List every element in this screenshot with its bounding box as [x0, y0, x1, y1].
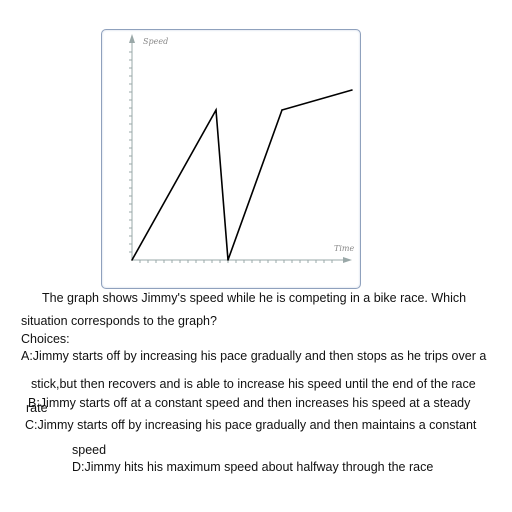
choices-label: Choices: — [21, 332, 70, 346]
choice-a-line-2: stick,but then recovers and is able to i… — [31, 377, 476, 391]
chart-frame — [101, 29, 361, 289]
series-point — [215, 109, 217, 111]
series-point — [227, 259, 229, 261]
question-line-2: situation corresponds to the graph? — [21, 314, 217, 328]
question-line-1: The graph shows Jimmy's speed while he i… — [42, 291, 467, 305]
series-point — [281, 109, 283, 111]
choice-d: D:Jimmy hits his maximum speed about hal… — [72, 460, 434, 474]
y-axis-label: Speed — [143, 37, 168, 46]
x-axis-label: Time — [334, 244, 354, 253]
series-points — [131, 89, 353, 261]
y-axis-arrow — [129, 34, 135, 43]
speed-series-line — [131, 89, 353, 261]
choice-b-line-1: B:Jimmy starts off at a constant speed a… — [28, 396, 471, 410]
speed-time-chart: Speed Time — [129, 34, 354, 263]
series-point — [351, 89, 353, 91]
choice-c-line-2: speed — [72, 443, 107, 457]
series-point — [131, 259, 133, 261]
choice-a-line-1: A:Jimmy starts off by increasing his pac… — [21, 349, 487, 363]
x-axis-arrow — [343, 257, 352, 263]
choice-c-line-1: C:Jimmy starts off by increasing his pac… — [25, 418, 477, 432]
choice-b-line-2: rate — [26, 401, 48, 415]
